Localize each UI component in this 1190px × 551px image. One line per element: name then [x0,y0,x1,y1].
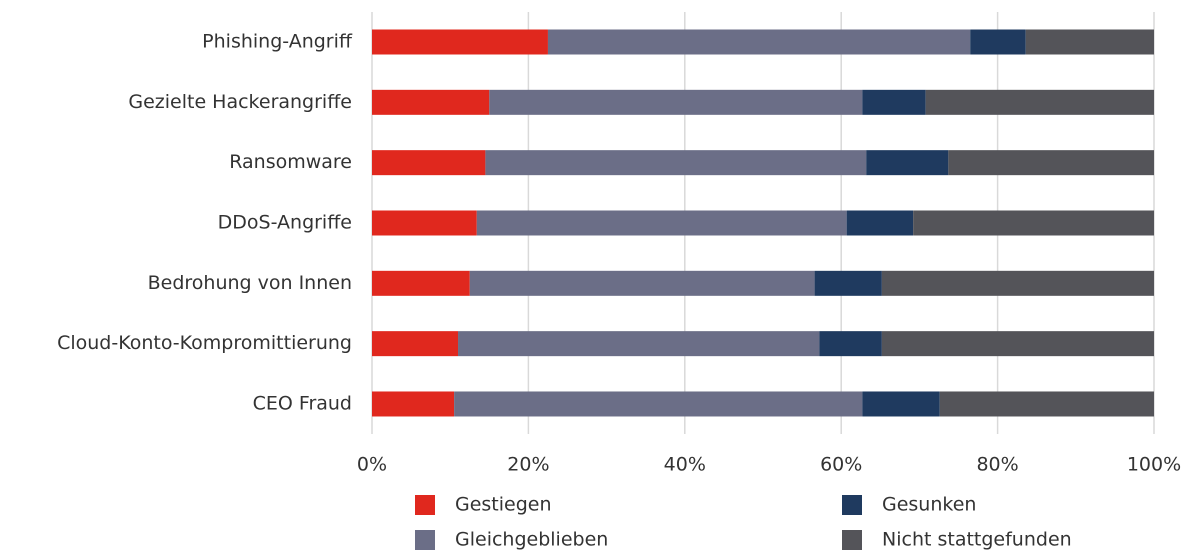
bar-segment [913,210,1154,236]
y-tick-label: Gezielte Hackerangriffe [128,91,352,113]
bar-segment [372,331,459,357]
bar-segment [948,150,1154,176]
bar-segment [476,210,847,236]
x-tick-label: 60% [820,454,862,476]
bar-segment [547,29,971,55]
bar-segment [372,150,486,176]
legend-label: Nicht stattgefunden [882,529,1072,551]
legend-swatch [842,495,862,515]
bar-segment [485,150,867,176]
legend-label: Gesunken [882,494,976,516]
x-tick-label: 20% [507,454,549,476]
legend-swatch [415,495,435,515]
x-tick-label: 40% [664,454,706,476]
x-tick-label: 80% [976,454,1018,476]
legend-swatch [415,530,435,550]
bar-segment [862,391,940,417]
y-tick-label: Cloud-Konto-Kompromittierung [57,332,352,354]
bar-segment [454,391,863,417]
bar-segment [881,331,1154,357]
legend-swatch [842,530,862,550]
bar-segment [862,89,926,115]
bar-segment [372,29,548,55]
bar-segment [458,331,820,357]
bar-segment [372,89,490,115]
bar-segment [814,270,882,296]
legend-label: Gleichgeblieben [455,529,608,551]
bar-segment [469,270,815,296]
bar-segment [372,210,477,236]
y-tick-label: CEO Fraud [253,392,352,414]
bar-segment [970,29,1026,55]
bar-segment [372,270,470,296]
x-tick-label: 100% [1127,454,1181,476]
bar-segment [819,331,882,357]
bar-segment [939,391,1154,417]
y-tick-label: Phishing-Angriff [202,31,353,53]
y-tick-label: DDoS-Angriffe [218,211,352,233]
y-tick-label: Bedrohung von Innen [148,272,352,294]
bar-segment [925,89,1154,115]
bar-segment [881,270,1154,296]
y-tick-label: Ransomware [229,151,352,173]
x-tick-label: 0% [357,454,387,476]
bar-segment [372,391,455,417]
legend-label: Gestiegen [455,494,552,516]
bar-segment [846,210,914,236]
bar-segment [866,150,949,176]
bar-segment [1025,29,1154,55]
bar-segment [489,89,863,115]
